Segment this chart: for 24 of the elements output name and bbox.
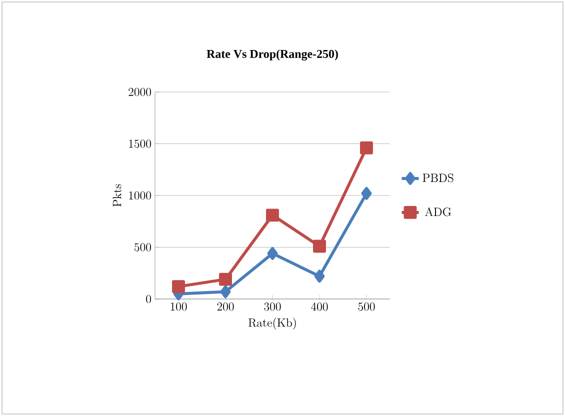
point: [219, 272, 232, 286]
x-tick-label: 300: [264, 302, 281, 311]
x-tick-label: 200: [217, 302, 234, 311]
point: [360, 141, 373, 154]
point: [313, 240, 326, 253]
legend-label: PBDS: [422, 174, 454, 182]
legend-label: ADG: [425, 207, 451, 216]
y-tick-label: 0: [146, 294, 151, 304]
y-tick-label: 1500: [129, 140, 151, 148]
point: [266, 208, 279, 222]
y-axis-title: Pkts: [112, 184, 122, 207]
y-tick-label: 2000: [128, 88, 151, 96]
x-tick-label: 100: [170, 302, 187, 311]
y-tick-label: 500: [134, 243, 151, 252]
y-tick-label: 1000: [129, 191, 151, 200]
point: [361, 186, 372, 200]
point: [314, 270, 325, 283]
chart-title: Rate Vs Drop(Range-250): [206, 50, 338, 60]
point: [267, 246, 278, 260]
x-axis-title: Rate(Kb): [248, 318, 296, 330]
point: [172, 280, 185, 294]
point: [220, 285, 231, 298]
x-tick-label: 400: [311, 302, 328, 311]
x-tick-label: 500: [358, 302, 375, 311]
